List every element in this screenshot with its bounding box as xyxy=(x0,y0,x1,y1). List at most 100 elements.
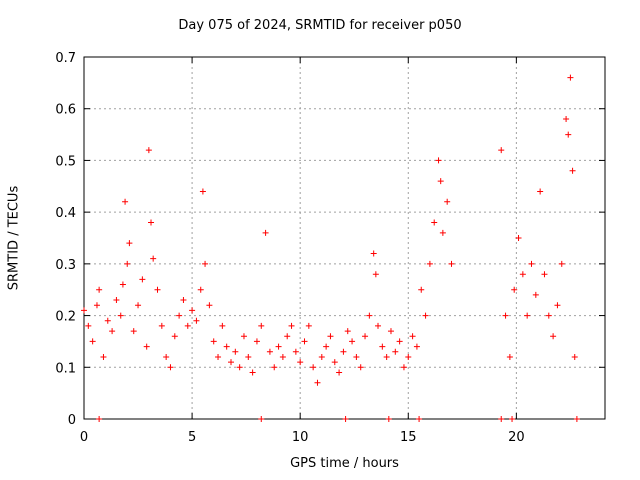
data-point xyxy=(81,307,87,314)
data-point xyxy=(571,353,578,360)
data-point xyxy=(275,343,282,350)
data-point xyxy=(253,338,260,345)
data-point xyxy=(240,333,247,340)
y-tick-label: 0 xyxy=(68,413,76,428)
data-point xyxy=(139,276,146,283)
y-axis-label: SRMTID / TECUs xyxy=(6,185,22,291)
data-point xyxy=(565,131,572,138)
data-point xyxy=(150,255,157,262)
data-point xyxy=(100,353,107,360)
data-point xyxy=(297,359,304,366)
data-point xyxy=(148,219,155,226)
data-point xyxy=(305,322,312,329)
data-point xyxy=(167,364,174,371)
data-point xyxy=(310,364,317,371)
data-point xyxy=(444,198,451,205)
data-point xyxy=(323,343,330,350)
y-tick-label: 0.1 xyxy=(55,361,76,376)
data-point xyxy=(258,322,265,329)
data-point xyxy=(249,369,256,376)
data-point xyxy=(558,260,565,267)
x-tick-label: 5 xyxy=(188,430,196,445)
data-point xyxy=(176,312,183,319)
data-point xyxy=(448,260,455,267)
zero-point xyxy=(509,416,516,422)
chart-title: Day 075 of 2024, SRMTID for receiver p05… xyxy=(178,18,462,33)
data-point xyxy=(301,338,308,345)
data-point xyxy=(370,250,377,257)
data-point xyxy=(537,188,544,195)
data-point xyxy=(375,322,382,329)
data-point xyxy=(135,302,142,309)
axis-ticks: 0 0.1 0.2 0.3 0.4 0.5 0.6 0.7 0 5 10 15 20 xyxy=(55,51,605,445)
data-point xyxy=(506,353,513,360)
data-point xyxy=(331,359,338,366)
data-point xyxy=(215,353,222,360)
data-point xyxy=(422,312,429,319)
y-tick-label: 0.4 xyxy=(55,206,76,221)
data-point xyxy=(569,167,576,174)
data-point xyxy=(353,353,360,360)
zero-point xyxy=(416,416,423,422)
x-tick-label: 10 xyxy=(292,430,309,445)
data-point xyxy=(349,338,356,345)
data-point xyxy=(89,338,96,345)
data-point xyxy=(413,343,420,350)
data-point xyxy=(524,312,531,319)
data-point xyxy=(124,260,131,267)
data-point xyxy=(532,291,539,298)
data-point xyxy=(392,348,399,355)
data-point xyxy=(180,297,187,304)
y-tick-label: 0.3 xyxy=(55,258,76,273)
y-tick-label: 0.7 xyxy=(55,51,76,66)
data-point xyxy=(437,178,444,185)
data-point xyxy=(511,286,518,293)
data-point xyxy=(288,322,295,329)
data-point xyxy=(502,312,509,319)
data-point xyxy=(372,271,379,278)
plot-frame xyxy=(83,56,606,420)
data-point xyxy=(439,229,446,236)
data-point xyxy=(515,235,522,241)
data-point xyxy=(327,333,334,340)
x-tick-label: 0 xyxy=(80,430,88,445)
data-point xyxy=(418,286,425,293)
data-point xyxy=(426,260,433,267)
data-point xyxy=(199,188,206,195)
data-point xyxy=(85,322,92,329)
data-point xyxy=(396,338,403,345)
data-point xyxy=(154,286,161,293)
data-point xyxy=(206,302,213,309)
data-point xyxy=(541,271,548,278)
data-point xyxy=(210,338,217,345)
data-point xyxy=(528,260,535,267)
data-point xyxy=(340,348,347,355)
data-point xyxy=(219,322,226,329)
data-point xyxy=(344,328,351,335)
data-point xyxy=(202,260,209,267)
data-point xyxy=(96,286,103,293)
data-point xyxy=(400,364,407,371)
data-point xyxy=(567,74,574,81)
data-points xyxy=(81,74,580,422)
data-point xyxy=(545,312,552,319)
zero-point xyxy=(342,416,349,422)
y-tick-label: 0.6 xyxy=(55,103,76,118)
data-point xyxy=(193,317,200,324)
zero-point xyxy=(573,416,580,422)
zero-point xyxy=(498,416,505,422)
data-point xyxy=(184,322,191,329)
data-point xyxy=(431,219,438,226)
zero-point xyxy=(385,416,392,422)
data-point xyxy=(284,333,291,340)
data-point xyxy=(117,312,124,319)
data-point xyxy=(197,286,204,293)
y-tick-label: 0.2 xyxy=(55,310,76,325)
data-point xyxy=(498,147,505,154)
data-point xyxy=(93,302,100,309)
data-point xyxy=(435,157,442,164)
grid xyxy=(84,57,605,419)
data-point xyxy=(223,343,230,350)
data-point xyxy=(357,364,364,371)
data-point xyxy=(563,116,570,123)
